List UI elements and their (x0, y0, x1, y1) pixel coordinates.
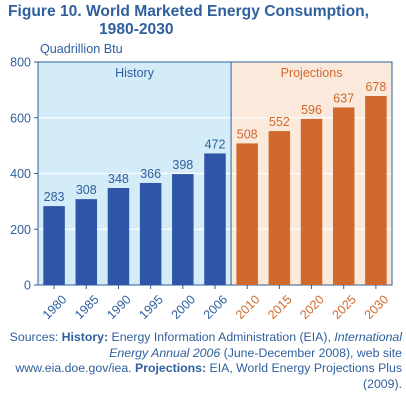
bar-2020 (300, 118, 323, 286)
sources-projections-text: EIA, World Energy Projections Plus (2009… (206, 361, 402, 391)
value-label-1985: 308 (76, 183, 97, 197)
y-tick-label-800: 800 (10, 56, 31, 70)
x-tick-label-2010: 2010 (233, 292, 263, 322)
chart-title-line-2: 1980-2030 (99, 21, 174, 38)
value-label-2025: 637 (333, 91, 354, 105)
value-label-1995: 366 (140, 167, 161, 181)
x-tick-label-2030: 2030 (362, 292, 392, 322)
value-label-1990: 348 (108, 172, 129, 186)
bar-2030 (365, 96, 387, 285)
bar-1985 (75, 199, 98, 285)
sources-note: Sources: History: Energy Information Adm… (6, 330, 402, 392)
x-tick-label-2015: 2015 (265, 292, 295, 322)
x-tick-label-2006: 2006 (201, 292, 231, 322)
x-tick-label-1995: 1995 (136, 292, 166, 322)
sources-history-label: History: (61, 330, 109, 344)
segment-label-projections: Projections (281, 66, 343, 80)
y-tick-label-200: 200 (10, 223, 31, 237)
sources-history-text: Energy Information Administration (EIA), (108, 330, 335, 344)
sources-prefix: Sources: (9, 330, 62, 344)
x-tick-label-2025: 2025 (330, 292, 360, 322)
segment-label-history: History (115, 66, 155, 80)
value-label-2015: 552 (269, 115, 290, 129)
value-label-2000: 398 (172, 158, 193, 172)
chart-title: Figure 10. World Marketed Energy Consump… (8, 3, 403, 39)
x-tick-label-2020: 2020 (297, 292, 327, 322)
value-label-2020: 596 (301, 103, 322, 117)
chart-title-line-1: Figure 10. World Marketed Energy Consump… (8, 3, 370, 20)
value-label-2030: 678 (365, 80, 386, 94)
value-label-2010: 508 (237, 127, 258, 141)
y-tick-label-0: 0 (24, 279, 31, 293)
x-tick-label-1985: 1985 (72, 292, 102, 322)
x-tick-label-1980: 1980 (40, 292, 70, 322)
y-tick-label-600: 600 (10, 111, 31, 125)
bar-1990 (107, 187, 130, 285)
bar-2015 (268, 131, 291, 285)
bar-1995 (139, 182, 162, 285)
bar-2010 (236, 143, 258, 285)
bar-1980 (43, 206, 65, 285)
y-tick-label-400: 400 (10, 167, 31, 181)
value-label-2006: 472 (205, 137, 226, 151)
sources-publication: International Energy Annual 2006 (109, 330, 402, 360)
x-tick-label-1990: 1990 (104, 292, 134, 322)
value-label-1980: 283 (44, 190, 65, 204)
x-tick-label-2000: 2000 (169, 292, 199, 322)
y-axis-unit-label: Quadrillion Btu (40, 42, 123, 56)
bar-2000 (172, 174, 194, 285)
sources-projections-label: Projections: (135, 361, 207, 376)
sources-history-text-2: (June-December 2008), web site www.eia.d… (15, 345, 402, 376)
bar-2025 (332, 107, 355, 285)
bar-2006 (204, 153, 226, 285)
